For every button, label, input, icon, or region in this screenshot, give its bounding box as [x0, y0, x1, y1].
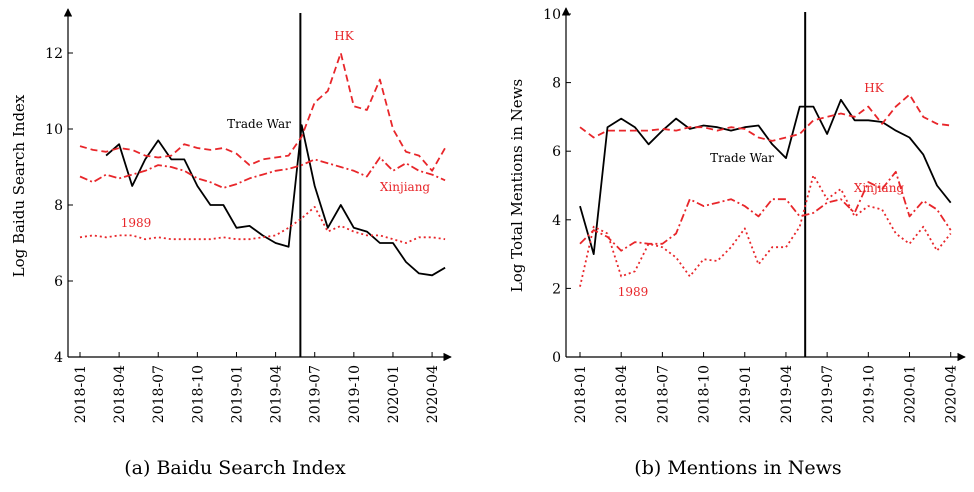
y-axis-label: Log Total Mentions in News — [508, 79, 526, 292]
series-label: Trade War — [710, 151, 774, 165]
x-tick-label: 2019-07 — [308, 365, 324, 423]
x-tick-label: 2018-04 — [614, 365, 630, 423]
x-tick-label: 2020-01 — [386, 365, 402, 423]
series-line — [579, 98, 952, 255]
x-tick-label: 2018-10 — [697, 365, 713, 423]
x-tick-label: 2018-01 — [73, 365, 89, 423]
series-label: HK — [864, 81, 884, 95]
y-tick-label: 8 — [54, 198, 63, 214]
y-tick-label: 12 — [45, 46, 63, 62]
x-tick-label: 2020-01 — [903, 365, 919, 423]
x-tick-label: 2018-04 — [112, 365, 128, 423]
series-line — [79, 52, 446, 172]
subtitle: (a) Baidu Search Index — [124, 457, 346, 479]
y-tick-label: 4 — [54, 350, 63, 366]
series-line — [579, 174, 952, 287]
series-line — [105, 124, 446, 277]
x-tick-label: 2018-07 — [655, 365, 671, 423]
x-tick-label: 2019-01 — [229, 365, 245, 423]
series-line — [79, 206, 446, 244]
x-tick-label: 2018-07 — [151, 365, 167, 423]
series-label: Xinjiang — [380, 180, 431, 194]
x-tick-label: 2018-10 — [190, 365, 206, 423]
x-tick-label: 2019-04 — [269, 365, 285, 423]
series-label: HK — [334, 29, 354, 43]
y-tick-label: 10 — [543, 7, 561, 23]
series-line — [79, 156, 446, 189]
x-tick-label: 2018-01 — [573, 365, 589, 423]
subtitle: (b) Mentions in News — [634, 457, 841, 479]
x-tick-label: 2019-04 — [779, 365, 795, 423]
x-tick-label: 2019-10 — [861, 365, 877, 423]
series-label: Trade War — [227, 117, 291, 131]
y-tick-label: 10 — [45, 122, 63, 138]
x-tick-label: 2019-10 — [347, 365, 363, 423]
series-label: 1989 — [618, 285, 649, 299]
series-label: 1989 — [121, 216, 152, 230]
x-tick-label: 2020-04 — [944, 365, 960, 423]
y-tick-label: 4 — [552, 213, 561, 229]
y-tick-label: 0 — [552, 350, 561, 366]
y-tick-label: 6 — [54, 274, 63, 290]
series-line — [579, 93, 951, 142]
x-tick-label: 2020-04 — [425, 365, 441, 423]
y-tick-label: 2 — [552, 281, 561, 297]
y-tick-label: 6 — [552, 144, 561, 160]
x-tick-label: 2019-07 — [820, 365, 836, 423]
y-tick-label: 8 — [552, 76, 561, 92]
x-tick-label: 2019-01 — [738, 365, 754, 423]
y-axis-label: Log Baidu Search Index — [10, 94, 28, 277]
series-label: Xinjiang — [854, 181, 905, 195]
